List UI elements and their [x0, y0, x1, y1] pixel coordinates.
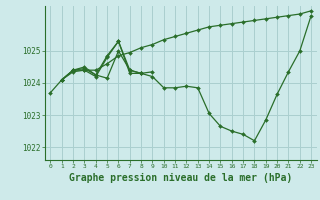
X-axis label: Graphe pression niveau de la mer (hPa): Graphe pression niveau de la mer (hPa)	[69, 173, 292, 183]
